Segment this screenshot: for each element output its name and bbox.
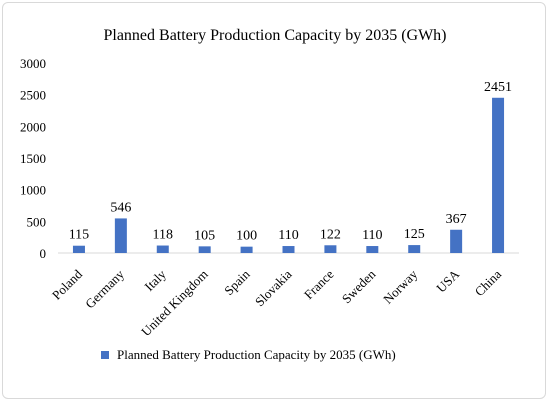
data-label: 105 [194,228,215,243]
y-tick-label: 0 [40,246,47,261]
x-tick-label: Germany [82,266,127,311]
bar [114,218,127,253]
x-tick-label: Spain [221,266,253,298]
bar [72,245,85,253]
data-label: 115 [69,228,89,243]
bar [240,246,253,253]
bar [408,245,421,253]
data-label: 118 [153,228,173,243]
x-tick-label: Italy [141,266,169,294]
bar [198,246,211,253]
chart-title: Planned Battery Production Capacity by 2… [103,27,446,44]
data-label: 2451 [484,80,512,95]
data-label: 125 [404,227,425,242]
chart-frame [2,2,546,399]
y-tick-label: 3000 [20,56,46,71]
data-label: 367 [446,212,467,227]
bar [282,246,295,253]
data-label: 110 [278,228,298,243]
y-tick-label: 500 [27,214,47,229]
x-tick-label: Poland [49,266,85,302]
y-tick-label: 1000 [20,183,46,198]
bars-group: 115 546 118 105 100 110 122 110 125 367 2451 [69,80,512,254]
legend-label: Planned Battery Production Capacity by 2… [117,347,396,362]
data-label: 122 [320,227,341,242]
bar [156,245,169,253]
data-label: 110 [362,228,382,243]
y-tick-label: 2500 [20,88,46,103]
x-tick-label: Sweden [339,266,379,306]
bar [492,97,505,254]
data-label: 100 [236,229,257,244]
x-tick-label: France [301,266,337,302]
x-tick-label: Norway [380,266,421,307]
data-label: 546 [110,200,131,215]
bar [324,245,337,253]
x-tick-label: Slovakia [252,266,295,309]
y-tick-label: 1500 [20,151,46,166]
bar [366,246,379,253]
y-tick-label: 2000 [20,119,46,134]
x-tick-label: USA [433,266,462,295]
bar [450,229,463,253]
legend: Planned Battery Production Capacity by 2… [101,347,396,362]
x-tick-label: China [472,266,505,299]
legend-swatch [101,351,109,359]
y-axis: 0 500 1000 1500 2000 2500 3000 [20,56,46,261]
